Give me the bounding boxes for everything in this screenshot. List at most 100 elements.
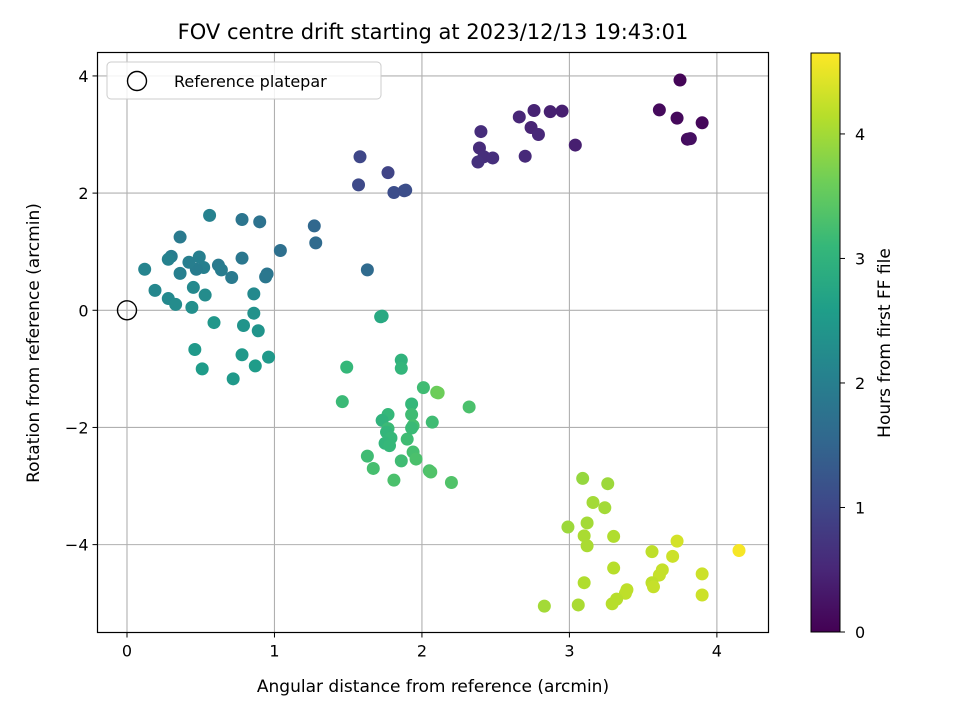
data-point xyxy=(235,212,249,226)
data-point xyxy=(307,219,321,233)
data-point xyxy=(537,599,551,613)
data-point xyxy=(666,549,680,563)
y-tick-label: −2 xyxy=(65,418,89,437)
data-point xyxy=(462,400,476,414)
x-axis-label: Angular distance from reference (arcmin) xyxy=(257,677,609,697)
data-point xyxy=(580,539,594,553)
data-point xyxy=(273,244,287,258)
axis-ticks: 0 1 2 3 4 −4 −2 0 2 4 xyxy=(65,67,722,661)
y-axis-label: Rotation from reference (arcmin) xyxy=(24,203,44,483)
data-points xyxy=(116,73,746,613)
data-point xyxy=(486,151,500,165)
data-point xyxy=(561,520,575,534)
data-point xyxy=(444,476,458,490)
y-tick-label: 2 xyxy=(78,184,88,203)
data-point xyxy=(247,306,261,320)
data-point xyxy=(195,362,209,376)
x-tick-label: 1 xyxy=(269,642,279,661)
data-point xyxy=(670,534,684,548)
data-point xyxy=(335,395,349,409)
data-point xyxy=(568,138,582,152)
plot-frame xyxy=(96,51,770,634)
data-point xyxy=(405,421,419,435)
data-point xyxy=(207,316,221,330)
data-point xyxy=(182,255,196,269)
data-point xyxy=(732,543,746,557)
colorbar-gradient xyxy=(810,52,841,633)
data-point xyxy=(394,454,408,468)
data-point xyxy=(375,309,389,323)
data-point xyxy=(387,473,401,487)
data-point xyxy=(138,262,152,276)
data-point xyxy=(607,529,621,543)
data-point xyxy=(192,250,206,264)
legend-box xyxy=(106,61,382,100)
data-point xyxy=(161,252,175,266)
data-point xyxy=(405,408,419,422)
data-point xyxy=(512,110,526,124)
data-point xyxy=(198,288,212,302)
data-point xyxy=(353,150,367,164)
data-point xyxy=(340,360,354,374)
data-point xyxy=(645,545,659,559)
data-point xyxy=(471,155,485,169)
data-point xyxy=(186,280,200,294)
data-point xyxy=(531,128,545,142)
data-point xyxy=(253,215,267,229)
y-tick-label: 4 xyxy=(78,67,88,86)
data-point xyxy=(203,208,217,222)
data-point xyxy=(399,183,413,197)
data-point xyxy=(576,471,590,485)
data-point xyxy=(225,270,239,284)
data-point xyxy=(247,287,261,301)
data-point xyxy=(474,125,488,139)
colorbar-label: Hours from first FF file xyxy=(875,248,895,438)
x-tick-label: 0 xyxy=(122,642,132,661)
data-point xyxy=(409,452,423,466)
legend: Reference platepar xyxy=(106,61,382,100)
data-point xyxy=(381,166,395,180)
data-point xyxy=(527,104,541,117)
data-point xyxy=(425,415,439,429)
data-point xyxy=(259,270,273,284)
data-point xyxy=(695,588,709,602)
chart-title: FOV centre drift starting at 2023/12/13 … xyxy=(178,20,689,44)
data-point xyxy=(670,111,684,125)
data-point xyxy=(169,297,183,311)
data-point xyxy=(601,477,615,491)
data-point xyxy=(214,263,228,277)
data-point xyxy=(236,319,250,333)
data-point xyxy=(605,597,619,611)
colorbar-tick-label: 3 xyxy=(855,249,865,268)
data-point xyxy=(646,580,660,594)
colorbar-tick-label: 0 xyxy=(855,623,865,642)
data-point xyxy=(185,300,199,314)
data-point xyxy=(431,386,445,400)
legend-label-reference: Reference platepar xyxy=(174,72,327,91)
data-point xyxy=(366,461,380,475)
data-point xyxy=(360,449,374,463)
x-tick-label: 3 xyxy=(564,642,574,661)
data-point xyxy=(405,397,419,411)
y-tick-label: 0 xyxy=(78,301,88,320)
data-point xyxy=(360,263,374,277)
colorbar-tick-label: 1 xyxy=(855,498,865,517)
data-point xyxy=(518,149,532,163)
data-point xyxy=(652,103,666,117)
data-point xyxy=(580,516,594,530)
data-point xyxy=(543,105,557,119)
data-point xyxy=(577,529,591,543)
data-point xyxy=(173,230,187,244)
x-tick-label: 4 xyxy=(712,642,722,661)
reference-platepar-marker xyxy=(116,300,138,321)
data-point xyxy=(400,432,414,446)
x-tick-label: 2 xyxy=(417,642,427,661)
data-point xyxy=(683,132,697,146)
data-point xyxy=(424,465,438,479)
data-point xyxy=(695,567,709,581)
data-point xyxy=(251,324,265,338)
grid xyxy=(97,52,769,633)
data-point xyxy=(571,598,585,612)
